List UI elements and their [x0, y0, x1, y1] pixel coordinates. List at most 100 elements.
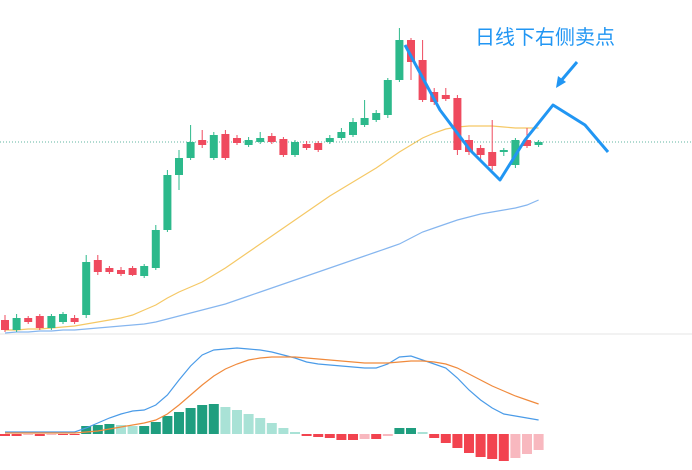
macd-bar	[162, 416, 173, 434]
macd-bar	[510, 434, 521, 458]
macd-bar	[324, 434, 335, 438]
candle-body	[279, 139, 288, 155]
macd-bar	[232, 410, 242, 434]
candle-body	[1, 320, 9, 330]
candle-body	[59, 314, 67, 322]
macd-bar	[487, 434, 498, 459]
candle-body	[523, 140, 531, 146]
macd-bar	[92, 425, 103, 434]
macd-bar	[139, 426, 150, 434]
candle-body	[221, 134, 230, 158]
candle-body	[302, 144, 311, 148]
candle-body	[175, 158, 183, 175]
line-series	[4, 199, 539, 334]
macd-bar	[464, 434, 474, 453]
candle-body	[209, 135, 218, 158]
candle-body	[291, 142, 299, 155]
macd-bar	[58, 434, 68, 435]
macd-bar	[382, 434, 393, 436]
line-series	[5, 347, 539, 433]
macd-bar	[394, 428, 405, 434]
candle-body	[93, 260, 102, 272]
macd-bar	[255, 418, 266, 434]
candle-body	[267, 136, 276, 142]
macd-bar	[150, 422, 161, 434]
candle-body	[256, 138, 265, 142]
candle-body	[349, 122, 357, 135]
candle-body	[35, 316, 44, 328]
macd-bar	[220, 407, 231, 434]
macd-bar	[46, 434, 57, 435]
macd-bar	[359, 434, 370, 439]
annotation-text: 日线下右侧卖点	[475, 25, 615, 49]
line-series	[5, 125, 539, 331]
candle-body	[198, 140, 207, 145]
candle-body	[314, 143, 323, 150]
candle-body	[511, 140, 520, 165]
macd-bar	[34, 434, 45, 436]
candle-body	[82, 262, 91, 315]
macd-bar	[127, 426, 138, 434]
macd-bar	[522, 434, 532, 454]
macd-bar	[11, 434, 22, 436]
line-series	[5, 356, 539, 434]
candle-body	[395, 40, 404, 80]
macd-bar	[0, 434, 10, 436]
macd-bar	[116, 425, 126, 434]
candle-body	[47, 316, 56, 328]
macd-bar	[452, 434, 463, 448]
macd-bar	[498, 434, 509, 461]
candle-body	[128, 268, 137, 275]
plot	[0, 28, 692, 461]
candle-body	[476, 148, 485, 155]
candle-body	[534, 142, 543, 145]
candle-body	[325, 138, 334, 142]
macd-bar	[174, 412, 184, 434]
macd-bar	[417, 432, 428, 434]
candle-body	[244, 140, 253, 145]
macd-bar	[406, 428, 416, 434]
macd-bar	[81, 426, 92, 434]
macd-bar	[313, 434, 324, 437]
candle-body	[140, 266, 149, 276]
candle-body	[24, 318, 33, 322]
macd-bar	[301, 434, 312, 436]
candle-body	[151, 230, 160, 268]
macd-bar	[440, 434, 451, 443]
macd-bar	[266, 423, 277, 434]
candle-body	[383, 80, 392, 115]
candle-body	[163, 175, 172, 230]
macd-bar	[475, 434, 486, 457]
macd-bar	[290, 432, 300, 434]
candle-body	[441, 95, 450, 99]
macd-bar	[278, 428, 289, 434]
candle-body	[407, 40, 415, 62]
macd-bar	[69, 434, 80, 435]
candle-body	[233, 138, 241, 143]
candle-body	[12, 318, 21, 330]
candle-body	[117, 270, 125, 274]
annotation-arrow	[558, 61, 579, 83]
annotation-arrow-head	[556, 76, 566, 88]
macd-bar	[429, 434, 440, 438]
candle-body	[186, 142, 195, 158]
candle-body	[105, 268, 114, 272]
macd-bar	[371, 434, 382, 439]
annotation-line	[403, 44, 610, 182]
candle-body	[337, 132, 346, 138]
macd-bar	[243, 414, 254, 434]
macd-bar	[336, 434, 347, 440]
candle-body	[453, 98, 462, 150]
macd-bar	[208, 404, 219, 434]
candle-body	[360, 118, 369, 125]
candle-body	[499, 150, 508, 152]
candle-body	[488, 152, 497, 166]
macd-bar	[533, 434, 544, 450]
macd-bar	[197, 405, 208, 434]
macd-bar	[185, 408, 196, 434]
macd-bar	[348, 434, 358, 440]
candle-body	[70, 318, 79, 322]
candle-body	[465, 140, 473, 152]
macd-bar	[23, 434, 34, 435]
